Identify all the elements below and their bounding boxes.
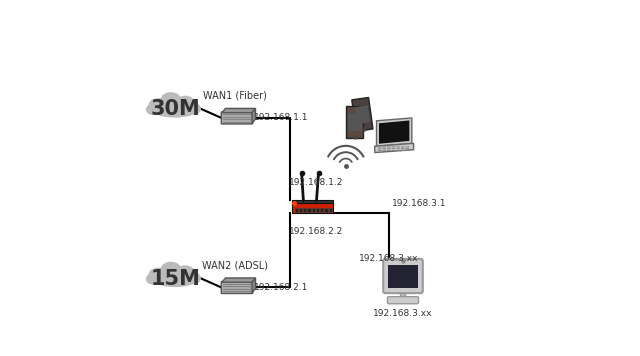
Polygon shape xyxy=(376,118,412,146)
Text: 192.168.2.2: 192.168.2.2 xyxy=(289,227,344,236)
FancyBboxPatch shape xyxy=(316,208,319,211)
Polygon shape xyxy=(401,148,404,150)
Ellipse shape xyxy=(161,262,180,276)
Polygon shape xyxy=(396,146,400,148)
Ellipse shape xyxy=(187,273,200,284)
Ellipse shape xyxy=(149,99,168,111)
Polygon shape xyxy=(401,146,404,148)
Text: 192.168.2.1: 192.168.2.1 xyxy=(254,283,308,292)
FancyBboxPatch shape xyxy=(312,208,315,211)
Text: 15M: 15M xyxy=(150,269,200,289)
Text: 30M: 30M xyxy=(150,99,200,120)
Polygon shape xyxy=(346,106,364,138)
FancyBboxPatch shape xyxy=(295,208,298,211)
FancyBboxPatch shape xyxy=(320,208,323,211)
Text: 192.168.3.xx: 192.168.3.xx xyxy=(373,309,433,318)
Text: 192.168.1.2: 192.168.1.2 xyxy=(289,178,344,187)
Polygon shape xyxy=(252,278,255,293)
FancyBboxPatch shape xyxy=(324,208,328,211)
Polygon shape xyxy=(392,146,396,148)
Polygon shape xyxy=(348,114,362,131)
Polygon shape xyxy=(378,146,381,148)
Polygon shape xyxy=(396,148,400,150)
Ellipse shape xyxy=(147,105,160,114)
FancyBboxPatch shape xyxy=(307,208,310,211)
Polygon shape xyxy=(387,148,390,150)
Polygon shape xyxy=(355,105,370,124)
Polygon shape xyxy=(383,150,386,151)
FancyBboxPatch shape xyxy=(221,282,253,293)
Polygon shape xyxy=(387,150,390,151)
Polygon shape xyxy=(252,109,255,123)
Polygon shape xyxy=(383,146,386,148)
Polygon shape xyxy=(400,291,406,299)
FancyBboxPatch shape xyxy=(387,297,419,304)
Text: 192.168.1.1: 192.168.1.1 xyxy=(254,114,308,122)
Polygon shape xyxy=(379,120,410,144)
FancyBboxPatch shape xyxy=(221,112,253,124)
Polygon shape xyxy=(396,150,400,151)
Polygon shape xyxy=(406,146,409,148)
FancyBboxPatch shape xyxy=(329,208,332,211)
FancyBboxPatch shape xyxy=(292,200,333,205)
Ellipse shape xyxy=(156,106,195,117)
Ellipse shape xyxy=(177,96,193,109)
Polygon shape xyxy=(378,148,381,150)
Text: WAN2 (ADSL): WAN2 (ADSL) xyxy=(202,261,268,271)
Polygon shape xyxy=(375,143,413,153)
FancyBboxPatch shape xyxy=(388,265,418,288)
Polygon shape xyxy=(401,150,404,151)
Ellipse shape xyxy=(161,93,180,106)
Text: WAN1 (Fiber): WAN1 (Fiber) xyxy=(204,91,267,101)
FancyBboxPatch shape xyxy=(299,208,302,211)
Polygon shape xyxy=(222,278,255,282)
Polygon shape xyxy=(406,148,409,150)
Text: 192.168.3.1: 192.168.3.1 xyxy=(392,199,446,208)
Ellipse shape xyxy=(149,268,168,281)
Polygon shape xyxy=(222,109,255,112)
FancyBboxPatch shape xyxy=(303,208,307,211)
Polygon shape xyxy=(383,148,386,150)
Ellipse shape xyxy=(177,266,193,278)
Ellipse shape xyxy=(147,274,160,284)
FancyBboxPatch shape xyxy=(383,259,423,293)
Ellipse shape xyxy=(156,276,195,287)
Polygon shape xyxy=(352,98,373,131)
Polygon shape xyxy=(392,148,396,150)
Polygon shape xyxy=(406,150,409,151)
Polygon shape xyxy=(387,146,390,148)
Text: 192.168.3.xx: 192.168.3.xx xyxy=(359,254,419,263)
Ellipse shape xyxy=(187,104,200,114)
Polygon shape xyxy=(378,150,381,151)
Polygon shape xyxy=(392,150,396,151)
FancyBboxPatch shape xyxy=(292,203,333,213)
